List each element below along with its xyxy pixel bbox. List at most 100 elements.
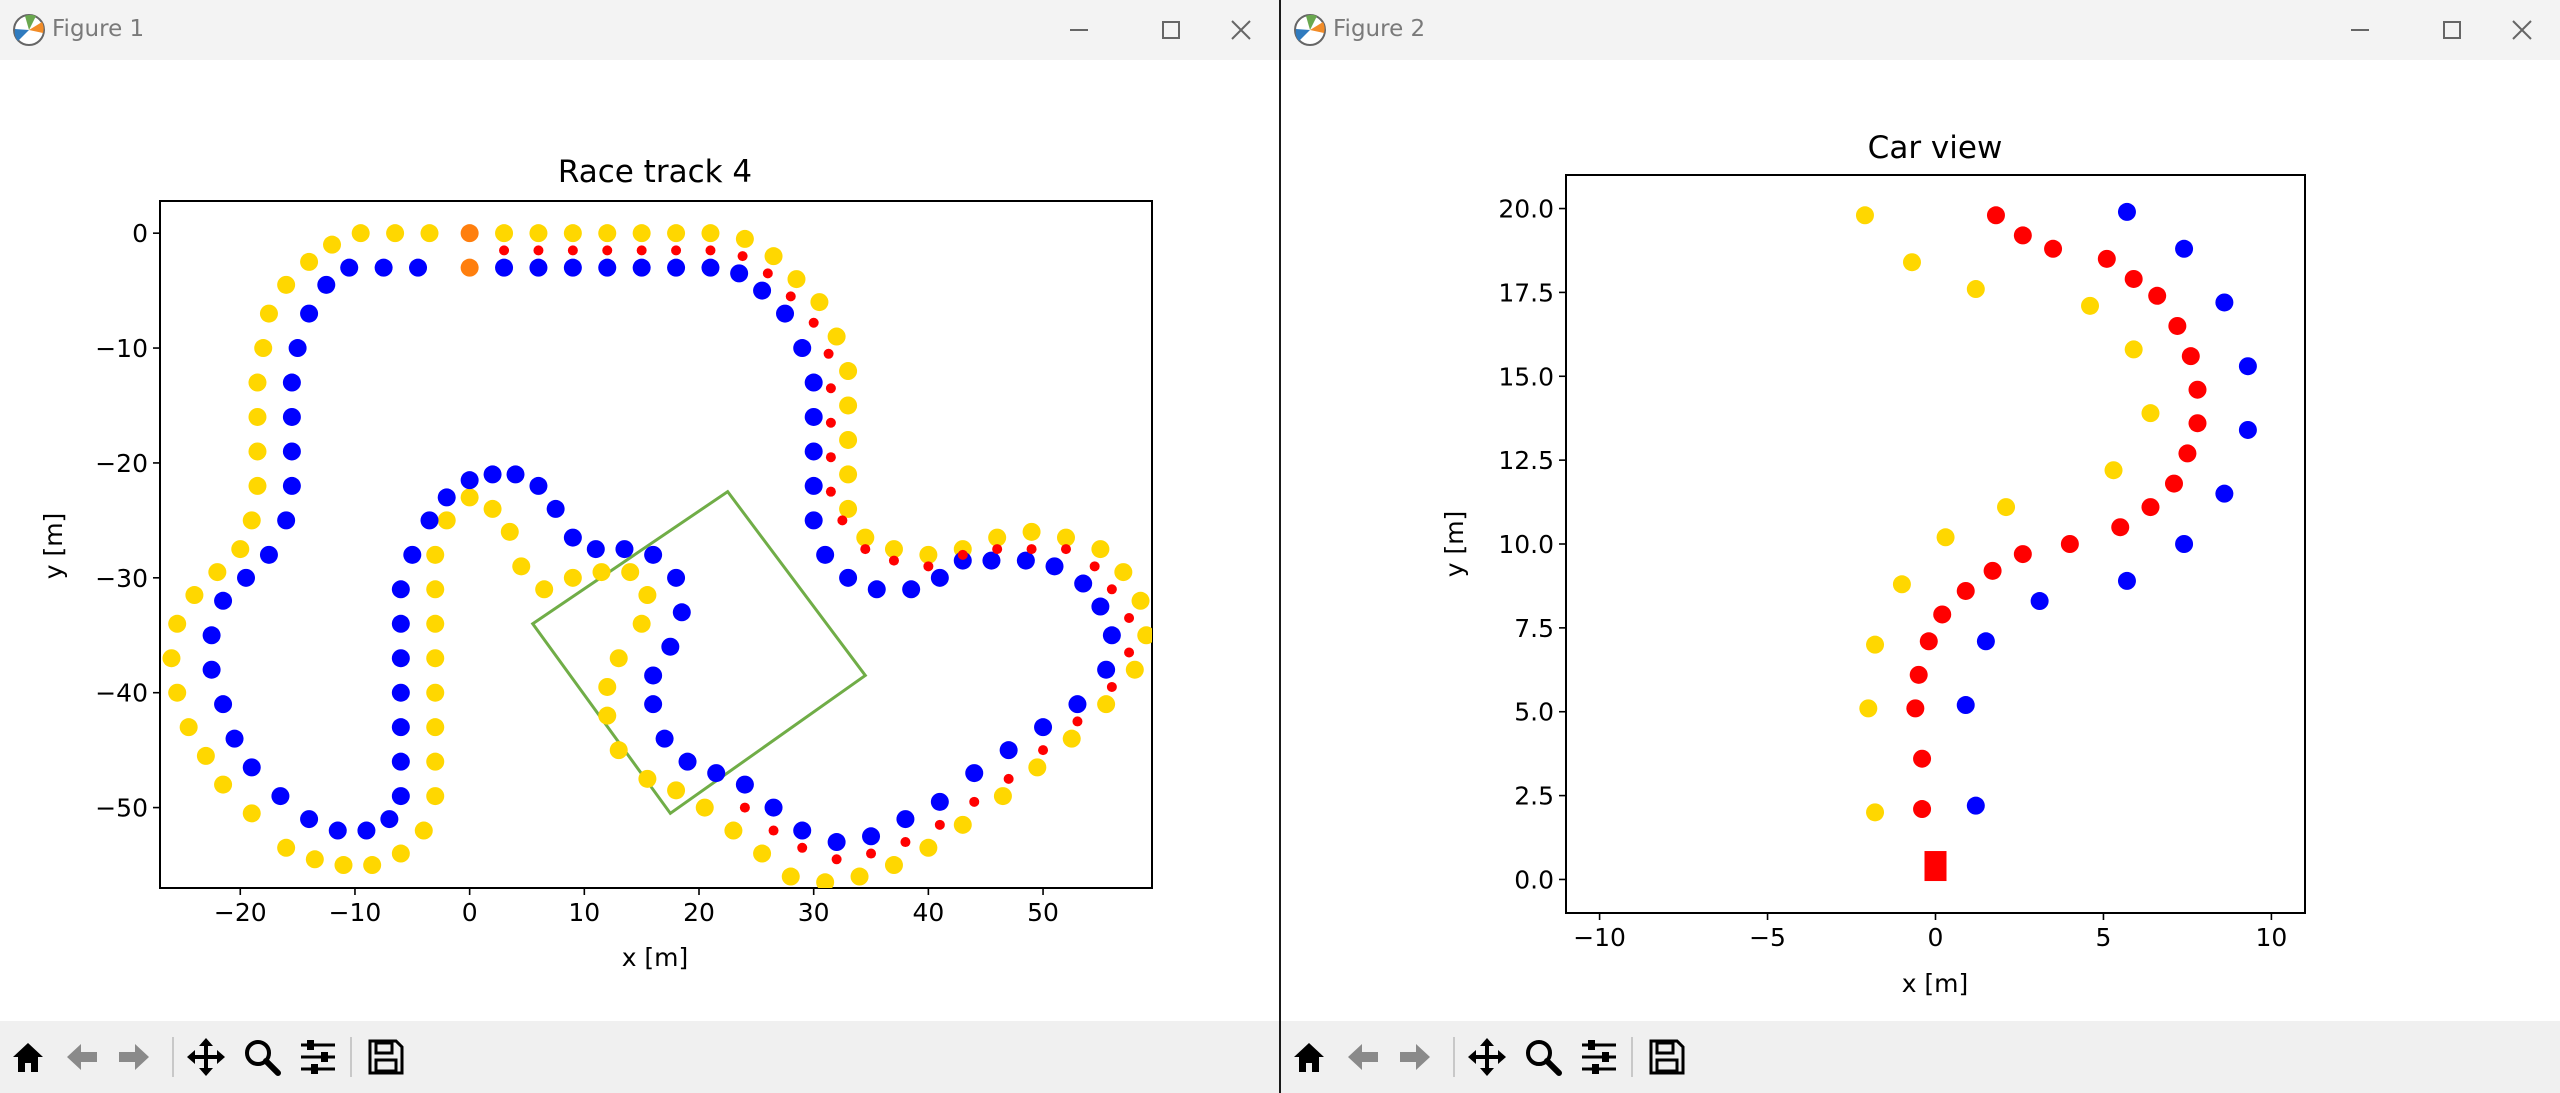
centerline-point bbox=[768, 825, 779, 836]
right-cone-point bbox=[730, 264, 749, 283]
configure-subplots-button[interactable] bbox=[1577, 1035, 1621, 1079]
centerline-point bbox=[533, 245, 544, 256]
zoom-icon bbox=[1526, 1040, 1562, 1076]
home-button[interactable] bbox=[6, 1035, 50, 1079]
centerline-point bbox=[1906, 699, 1925, 718]
left-cone-point bbox=[179, 718, 198, 737]
left-cone-point bbox=[1859, 699, 1878, 718]
right-cone-point bbox=[546, 499, 565, 518]
save-button[interactable] bbox=[364, 1035, 408, 1079]
toolbar-separator bbox=[350, 1037, 352, 1077]
right-cone-point bbox=[667, 258, 686, 277]
left-cone-point bbox=[254, 339, 273, 358]
centerline-point bbox=[2013, 545, 2032, 564]
left-cone-point bbox=[437, 511, 456, 530]
right-cone-point bbox=[495, 258, 514, 277]
y-tick-label: −10 bbox=[95, 334, 148, 363]
right-cone-point bbox=[667, 568, 686, 587]
axes-frame bbox=[159, 200, 1153, 889]
figure-canvas[interactable]: −10 −5 0 5 10 0.0 2.5 5.0 7.5 10.0 12.5 15.0 17.5 20.… bbox=[1281, 60, 2560, 1021]
left-cone-point bbox=[1866, 803, 1885, 822]
zoom-button[interactable] bbox=[240, 1035, 284, 1079]
y-tick-label: 20.0 bbox=[1498, 195, 1554, 224]
home-icon bbox=[13, 1043, 43, 1072]
centerline-point bbox=[1933, 605, 1952, 624]
back-button[interactable] bbox=[1341, 1035, 1385, 1079]
title-bar[interactable]: Figure 2 bbox=[1281, 0, 2560, 60]
left-cone-point bbox=[1131, 591, 1150, 610]
maximize-icon bbox=[1162, 21, 1180, 39]
left-cone-point bbox=[1056, 528, 1075, 547]
zoom-button[interactable] bbox=[1521, 1035, 1565, 1079]
car-view-plot: −10 −5 0 5 10 0.0 2.5 5.0 7.5 10.0 12.5 15.0 17.5 20.… bbox=[1498, 174, 2306, 952]
right-cone-point bbox=[1068, 695, 1087, 714]
right-cone-point bbox=[827, 833, 846, 852]
centerline-point bbox=[2188, 414, 2207, 433]
centerline-point bbox=[2181, 347, 2200, 366]
right-cone-point bbox=[1966, 796, 1985, 815]
right-cone-point bbox=[1097, 660, 1116, 679]
centerline-point bbox=[992, 544, 1003, 555]
left-cone-point bbox=[839, 499, 858, 518]
left-cone-point bbox=[1091, 540, 1110, 559]
close-button[interactable] bbox=[1211, 8, 1271, 52]
back-button[interactable] bbox=[60, 1035, 104, 1079]
centerline-point bbox=[2044, 239, 2063, 258]
left-cone-point bbox=[884, 540, 903, 559]
centerline-point bbox=[2148, 286, 2167, 305]
right-cone-point bbox=[999, 741, 1018, 760]
matplotlib-app-icon bbox=[13, 14, 45, 46]
configure-subplots-button[interactable] bbox=[296, 1035, 340, 1079]
pan-button[interactable] bbox=[1465, 1035, 1509, 1079]
centerline-point bbox=[888, 555, 899, 566]
right-cone-point bbox=[214, 591, 233, 610]
right-cone-point bbox=[615, 540, 634, 559]
right-cone-point bbox=[391, 580, 410, 599]
figure-canvas[interactable]: −20 −10 0 10 20 30 40 50 0 −10 −20 −30 −40 −50 Race t… bbox=[0, 60, 1279, 1021]
race-track-plot: −20 −10 0 10 20 30 40 50 0 −10 −20 −30 −40 −50 bbox=[95, 200, 1153, 927]
toolbar-separator bbox=[172, 1037, 174, 1077]
left-cone-point bbox=[305, 850, 324, 869]
left-cone-point bbox=[592, 563, 611, 582]
y-tick-label: 0 bbox=[132, 219, 148, 248]
centerline-point bbox=[900, 837, 911, 848]
left-cone-point bbox=[420, 224, 439, 243]
right-cone-point bbox=[237, 568, 256, 587]
save-button[interactable] bbox=[1645, 1035, 1689, 1079]
minimize-button[interactable] bbox=[1049, 8, 1109, 52]
right-cone-point bbox=[202, 626, 221, 645]
centerline-point bbox=[671, 245, 682, 256]
right-cone-point bbox=[460, 471, 479, 490]
left-cone-point bbox=[839, 362, 858, 381]
centerline-point bbox=[1986, 206, 2005, 225]
right-cone-point bbox=[328, 821, 347, 840]
left-cone-point bbox=[563, 224, 582, 243]
left-cone-point bbox=[495, 224, 514, 243]
navigation-toolbar bbox=[0, 1021, 1279, 1093]
forward-button[interactable] bbox=[112, 1035, 156, 1079]
title-bar[interactable]: Figure 1 bbox=[0, 0, 1279, 60]
centerline-point bbox=[831, 854, 842, 865]
chart-title: Race track 4 bbox=[558, 154, 752, 190]
pan-button[interactable] bbox=[184, 1035, 228, 1079]
centerline-point bbox=[2097, 249, 2116, 268]
right-cone-point bbox=[930, 568, 949, 587]
centerline-point bbox=[1089, 561, 1100, 572]
maximize-button[interactable] bbox=[2422, 8, 2482, 52]
forward-button[interactable] bbox=[1393, 1035, 1437, 1079]
maximize-button[interactable] bbox=[1141, 8, 1201, 52]
left-cone-point bbox=[500, 522, 519, 541]
window-title: Figure 2 bbox=[1333, 16, 1426, 42]
minimize-button[interactable] bbox=[2330, 8, 2390, 52]
left-cone-point bbox=[529, 224, 548, 243]
centerline-point bbox=[2141, 498, 2160, 517]
y-tick-label: 12.5 bbox=[1498, 446, 1554, 475]
right-cone-point bbox=[1102, 626, 1121, 645]
centerline-point bbox=[762, 268, 773, 279]
left-cone-point bbox=[386, 224, 405, 243]
close-button[interactable] bbox=[2492, 8, 2552, 52]
right-cone-point bbox=[764, 798, 783, 817]
right-cone-point bbox=[644, 545, 663, 564]
x-tick-label: −10 bbox=[1573, 923, 1626, 952]
home-button[interactable] bbox=[1287, 1035, 1331, 1079]
